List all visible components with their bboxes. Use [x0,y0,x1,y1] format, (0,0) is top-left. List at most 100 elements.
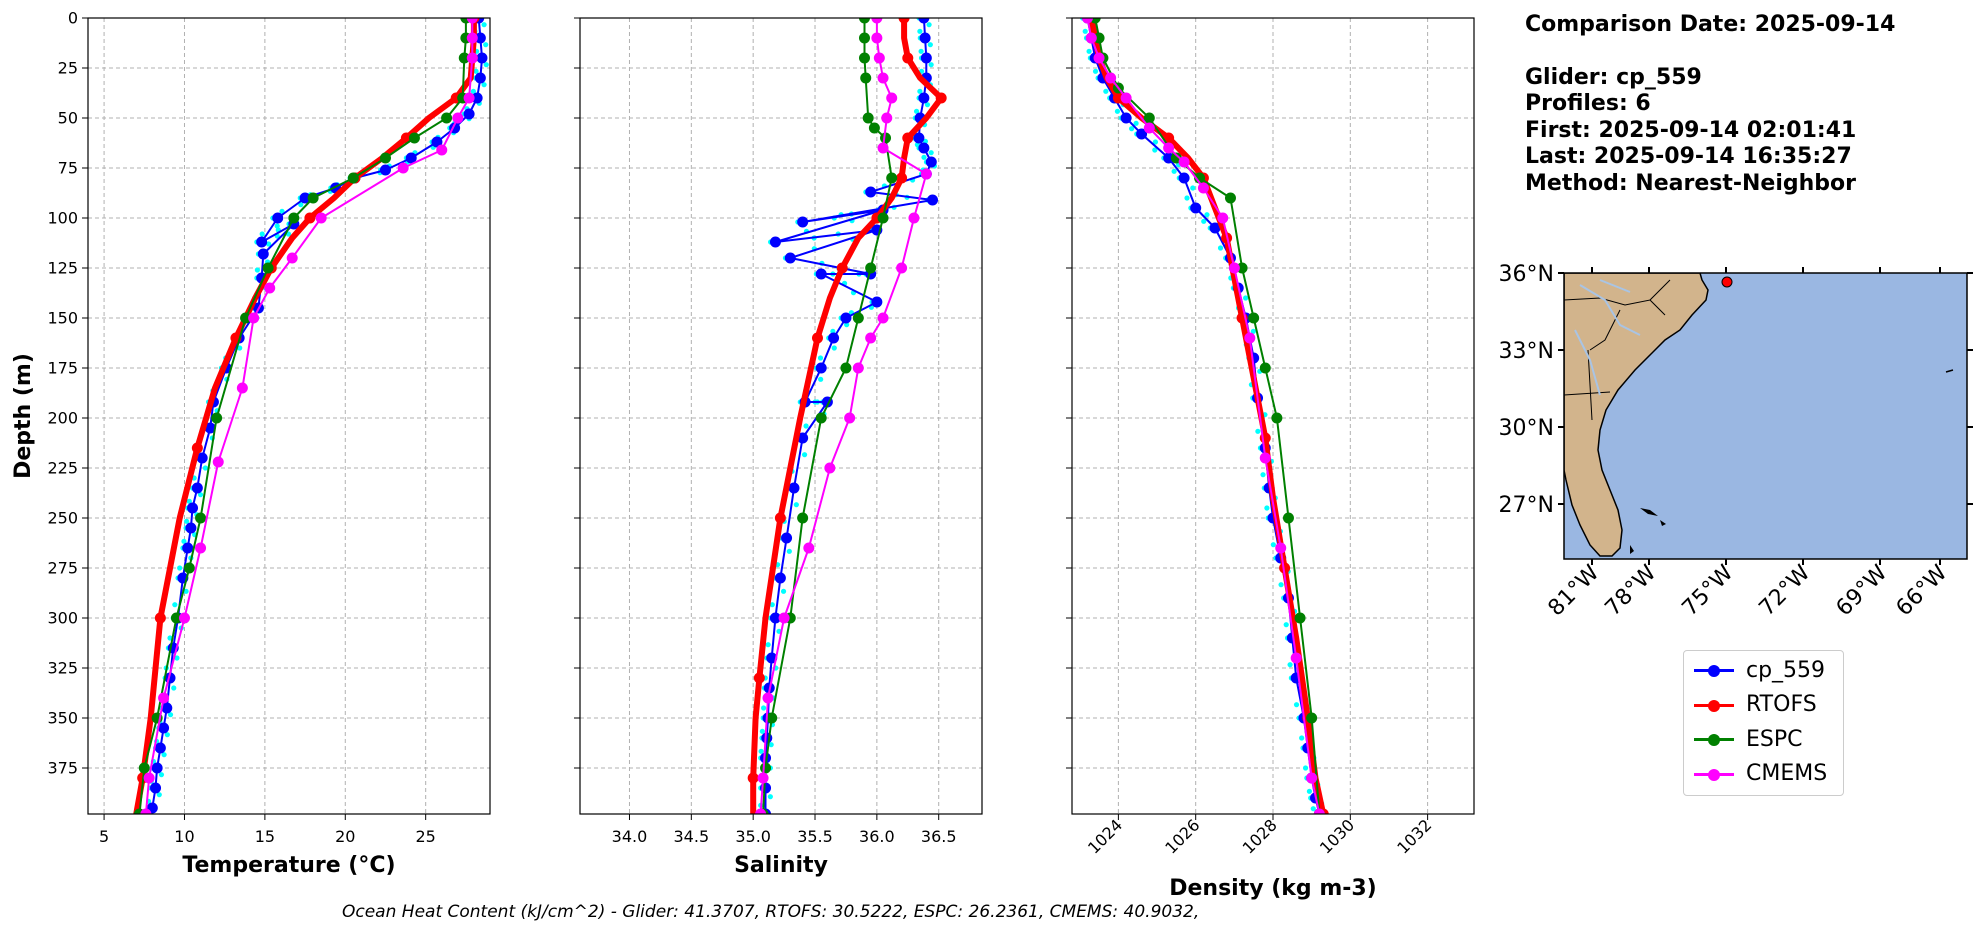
x-tick-label: 1032 [1393,815,1435,857]
legend-swatch-icon [1694,660,1734,680]
y-tick-label: 275 [47,559,78,578]
data-point [913,132,925,144]
data-point [1279,562,1291,574]
data-point [860,72,872,84]
grid [88,17,490,814]
axes-frame [87,17,491,815]
x-tick-label: 10 [174,827,194,846]
series-line [1088,18,1327,814]
data-point [877,142,889,154]
data-point [927,194,939,206]
map-bermuda [1945,369,1954,373]
lon-label: 75°W [1678,560,1739,621]
raw-point [1086,48,1092,54]
data-point [902,52,914,64]
raw-point [831,345,837,351]
panel-2: 34.0 34.5 35.0 35.5 36.0 36.5 Salinity [574,17,983,878]
data-point [1120,112,1132,124]
data-point [815,268,827,280]
raw-point [1250,328,1256,334]
raw-point [1190,185,1196,191]
data-point [852,362,864,374]
raw-point [1171,168,1177,174]
data-point [431,136,443,148]
data-point [257,248,269,260]
first-time: First: 2025-09-14 02:01:41 [1525,117,1857,143]
data-point [747,772,759,784]
data-point [452,112,464,124]
data-point [262,262,274,274]
data-point [778,612,790,624]
raw-point [769,602,775,608]
data-point [151,762,163,774]
map-rivers [1574,279,1641,396]
x-tick-label: 5 [99,827,109,846]
raw-point [913,108,920,114]
raw-point [818,376,824,382]
y-tick-label: 0 [68,9,78,28]
data-point [191,482,203,494]
data-point [272,212,284,224]
series-line [151,18,483,809]
data-point [920,168,932,180]
raw-point [1204,212,1210,218]
data-point [871,18,883,24]
series-cp_559 [146,18,488,814]
x-tick-label: 1030 [1316,815,1358,857]
raw-point [473,68,479,74]
raw-point [470,88,476,94]
x-tick-label: 35.5 [797,827,833,846]
data-point [908,212,920,224]
data-point [844,412,856,424]
raw-point [1287,662,1293,668]
data-point [877,72,889,84]
data-point [408,132,420,144]
data-point [840,362,852,374]
data-point [1290,652,1302,664]
raw-point [1152,147,1158,153]
series-line [750,18,945,814]
data-point [183,562,195,574]
data-point [471,92,483,104]
lon-label: 72°W [1755,560,1816,621]
data-point [762,692,774,704]
data-point [918,142,930,154]
data-point [828,332,840,344]
raw-point [167,712,174,718]
data-point [248,312,260,324]
raw-point [1082,28,1088,34]
data-point [405,152,417,164]
series-line [133,18,477,814]
data-point [868,122,880,134]
glider-name: Glider: cp_559 [1525,64,1702,90]
data-point [760,762,772,774]
y-tick-label: 75 [58,159,78,178]
panel-1: 5 10 15 20 250255075100125150175200225250275… [47,9,491,878]
raw-point [927,42,933,48]
raw-point [197,492,204,498]
data-point [256,236,268,248]
data-point [1093,52,1105,64]
data-point [347,172,359,184]
raw-point [183,588,189,594]
raw-point [1128,126,1135,132]
data-point [304,212,316,224]
data-point [1143,112,1155,124]
lon-label: 66°W [1892,560,1953,621]
data-point [920,52,932,64]
legend-item: ESPC [1684,722,1843,757]
data-point [896,262,908,274]
data-point [1105,72,1117,84]
raw-point [918,48,924,54]
data-point [1093,32,1105,44]
lat-label: 27°N [1499,493,1554,518]
data-point [886,92,898,104]
grid [580,17,982,814]
raw-point [481,22,487,28]
series-CMEMS [140,18,478,814]
series-line [759,18,928,814]
raw-glider-points [145,18,489,804]
data-point [1282,512,1294,524]
raw-point [1103,88,1109,94]
data-point [1236,262,1248,274]
